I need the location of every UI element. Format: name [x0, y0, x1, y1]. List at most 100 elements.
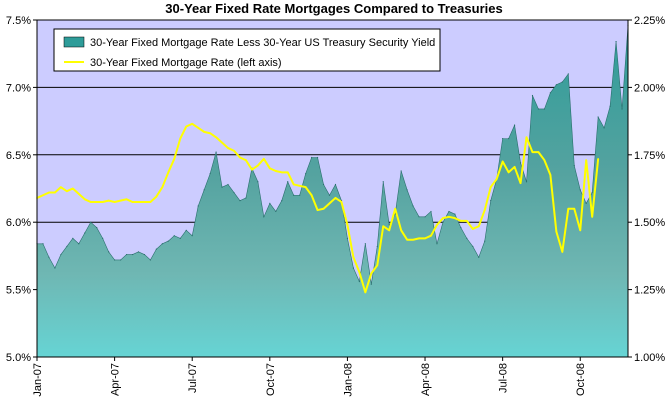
spread-point	[585, 202, 587, 204]
spread-point	[519, 162, 522, 164]
spread-point	[502, 138, 504, 140]
x-tick-label: Jul-08	[498, 363, 510, 393]
mortgage-rate-point	[418, 237, 420, 240]
spread-point	[281, 200, 283, 202]
mortgage-rate-point	[382, 225, 385, 228]
spread-point	[460, 226, 462, 229]
mortgage-rate-point	[448, 216, 450, 218]
right-tick-label: 1.50%	[634, 217, 665, 229]
mortgage-rate-point	[125, 198, 128, 201]
mortgage-rate-point	[549, 174, 552, 176]
spread-point	[394, 213, 396, 215]
right-axis: 1.00% 1.25% 1.50% 1.75% 2.00% 2.25%	[628, 15, 665, 364]
spread-point	[543, 108, 546, 110]
mortgage-rate-point	[370, 272, 373, 275]
mortgage-rate-point	[573, 207, 576, 210]
mortgage-rate-point	[525, 136, 528, 139]
mortgage-rate-point	[149, 201, 152, 203]
mortgage-rate-point	[555, 230, 558, 233]
spread-point	[531, 94, 534, 97]
spread-point	[179, 237, 181, 239]
mortgage-rate-point	[334, 197, 337, 199]
spread-point	[215, 151, 217, 153]
spread-point	[376, 245, 378, 248]
spread-point	[239, 200, 241, 202]
right-tick-label: 2.25%	[634, 15, 665, 27]
mortgage-rate-point	[358, 271, 361, 273]
spread-point	[203, 189, 205, 191]
left-tick-label: 7.5%	[6, 15, 31, 27]
mortgage-rate-point	[215, 136, 217, 139]
right-tick-label: 1.75%	[634, 150, 665, 162]
mortgage-rate-point	[221, 141, 223, 144]
spread-point	[358, 280, 360, 283]
mortgage-rate-point	[591, 216, 593, 218]
mortgage-rate-point	[507, 171, 510, 174]
mortgage-rate-point	[298, 185, 301, 187]
spread-point	[484, 240, 486, 242]
mortgage-rate-point	[286, 171, 289, 174]
spread-point	[328, 194, 331, 196]
mortgage-rate-point	[400, 229, 402, 232]
spread-point	[615, 40, 617, 43]
mortgage-rate-point	[107, 199, 110, 202]
x-tick-label: Jul-07	[187, 363, 199, 393]
x-tick-label: Jan-08	[342, 363, 354, 397]
mortgage-rate-point	[48, 191, 50, 194]
spread-point	[131, 253, 134, 256]
mortgage-rate-point	[42, 194, 44, 197]
spread-point	[597, 116, 599, 118]
mortgage-rate-point	[72, 187, 74, 190]
spread-point	[143, 253, 146, 256]
mortgage-rate-point	[376, 264, 379, 267]
mortgage-rate-point	[364, 291, 367, 294]
mortgage-rate-point	[430, 234, 432, 237]
spread-point	[579, 189, 581, 191]
spread-point	[388, 224, 390, 226]
spread-point	[185, 229, 187, 231]
mortgage-rate-point	[406, 238, 408, 241]
x-tick-label: Apr-07	[110, 363, 122, 396]
mortgage-rate-point	[471, 228, 474, 230]
legend-label-mortgage: 30-Year Fixed Mortgage Rate (left axis)	[90, 57, 282, 69]
mortgage-rate-point	[292, 183, 295, 186]
spread-point	[555, 84, 557, 86]
mortgage-rate-point	[60, 186, 62, 188]
area-series	[36, 24, 629, 358]
right-tick-label: 1.25%	[634, 285, 665, 297]
spread-point	[621, 108, 623, 110]
mortgage-rate-point	[209, 132, 211, 135]
spread-point	[364, 243, 366, 245]
spread-point	[466, 237, 468, 239]
mortgage-rate-point	[191, 123, 194, 125]
mortgage-rate-point	[388, 229, 391, 232]
mortgage-rate-point	[233, 149, 235, 152]
spread-point	[508, 138, 510, 140]
spread-point	[561, 81, 563, 83]
legend: 30-Year Fixed Mortgage Rate Less 30-Year…	[53, 28, 441, 72]
mortgage-rate-point	[245, 159, 247, 161]
line-series	[36, 122, 600, 294]
mortgage-rate-point	[274, 170, 277, 172]
mortgage-rate-point	[95, 201, 98, 203]
spread-point	[454, 213, 456, 215]
spread-point	[161, 243, 163, 245]
mortgage-rate-point	[161, 186, 164, 188]
spread-point	[567, 73, 569, 75]
spread-point	[430, 210, 432, 213]
spread-point	[293, 194, 295, 196]
x-tick-label: Apr-08	[420, 363, 432, 396]
spread-point	[245, 197, 247, 199]
mortgage-rate-point	[113, 201, 116, 203]
spread-point	[125, 253, 128, 256]
spread-point	[66, 245, 68, 248]
mortgage-rate-point	[543, 159, 546, 161]
mortgage-rate-point	[454, 217, 456, 219]
spread-point	[96, 226, 98, 229]
spread-point	[352, 267, 354, 269]
spread-point	[603, 127, 605, 129]
mortgage-rate-point	[197, 127, 199, 129]
mortgage-rate-point	[83, 198, 86, 201]
x-tick-label: Oct-07	[265, 363, 277, 396]
spread-point	[609, 105, 611, 107]
